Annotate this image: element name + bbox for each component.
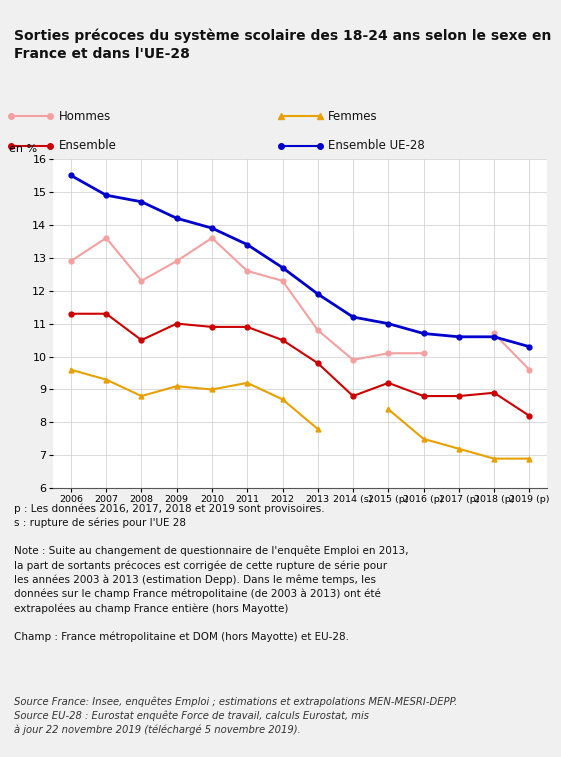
Text: en %: en % [9,144,37,154]
Text: p : Les données 2016, 2017, 2018 et 2019 sont provisoires.
s : rupture de séries: p : Les données 2016, 2017, 2018 et 2019… [14,503,408,642]
Text: Source France: Insee, enquêtes Emploi ; estimations et extrapolations MEN-MESRI-: Source France: Insee, enquêtes Emploi ; … [14,697,457,735]
Text: Sorties précoces du système scolaire des 18-24 ans selon le sexe en
France et da: Sorties précoces du système scolaire des… [14,29,551,61]
Text: Ensemble UE-28: Ensemble UE-28 [328,139,425,152]
Text: Femmes: Femmes [328,110,378,123]
Text: Ensemble: Ensemble [59,139,117,152]
Text: Hommes: Hommes [59,110,111,123]
